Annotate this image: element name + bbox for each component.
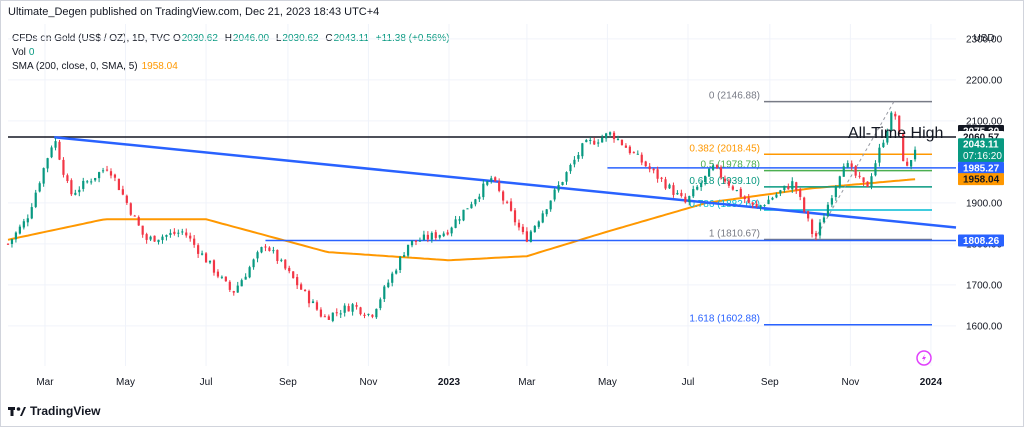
footer-brand[interactable]: TradingView bbox=[8, 404, 100, 418]
sma-value: 1958.04 bbox=[141, 61, 178, 72]
tradingview-logo-icon bbox=[8, 407, 26, 416]
legend-symbol-row[interactable]: CFDs on Gold (US$ / OZ), 1D, TVC O2030.6… bbox=[12, 32, 454, 46]
legend-sma-row[interactable]: SMA (200, close, 0, SMA, 5) 1958.04 bbox=[12, 60, 454, 74]
high-value: 2046.00 bbox=[232, 33, 270, 44]
volume-value: 0 bbox=[28, 47, 35, 58]
legend-volume-row[interactable]: Vol 0 bbox=[12, 46, 454, 60]
close-value: 2043.11 bbox=[333, 33, 369, 44]
legend: CFDs on Gold (US$ / OZ), 1D, TVC O2030.6… bbox=[12, 32, 454, 74]
open-key: O bbox=[172, 33, 181, 44]
close-key: C bbox=[325, 33, 333, 44]
low-key: L bbox=[275, 33, 282, 44]
ohlc-low: L2030.62 bbox=[276, 33, 326, 44]
volume-label: Vol bbox=[12, 47, 26, 58]
symbol-label: CFDs on Gold (US$ / OZ), 1D, TVC bbox=[12, 33, 171, 44]
ohlc-close: C2043.11 bbox=[325, 33, 375, 44]
high-key: H bbox=[224, 33, 232, 44]
low-value: 2030.62 bbox=[282, 33, 319, 44]
publish-line: Ultimate_Degen published on TradingView.… bbox=[8, 6, 380, 18]
change-value: +11.38 (+0.56%) bbox=[375, 33, 450, 44]
brand-name: TradingView bbox=[30, 404, 101, 418]
ohlc-open: O2030.62 bbox=[173, 33, 225, 44]
currency-button[interactable]: USD bbox=[973, 33, 995, 44]
open-value: 2030.62 bbox=[181, 33, 218, 44]
sma-label: SMA (200, close, 0, SMA, 5) bbox=[12, 61, 138, 72]
ohlc-high: H2046.00 bbox=[225, 33, 276, 44]
